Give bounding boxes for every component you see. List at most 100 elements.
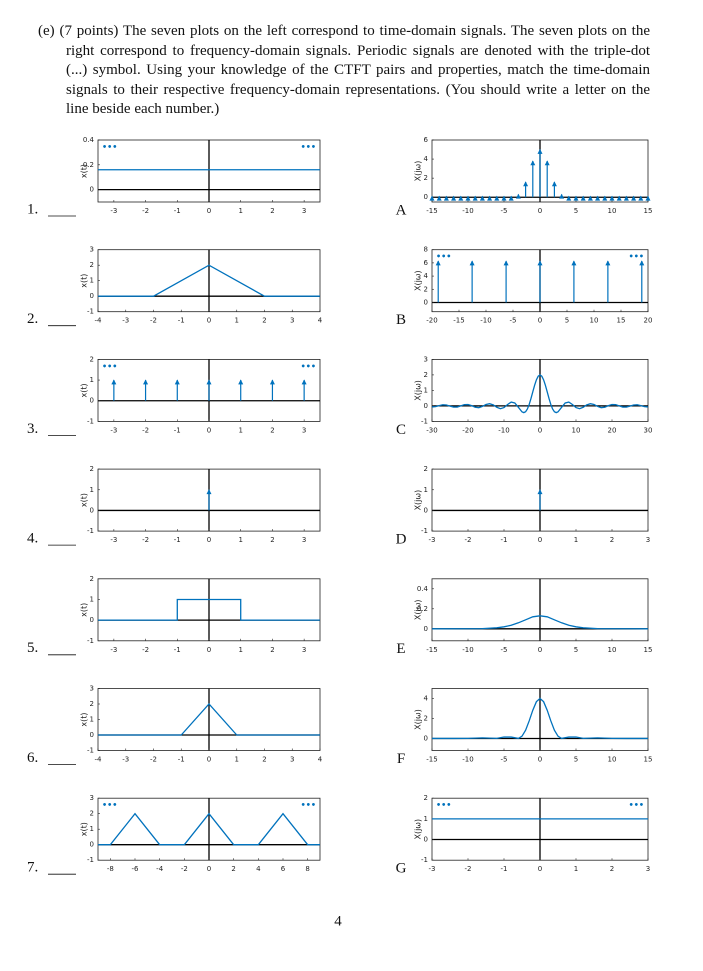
y-tick-label: 0.2 <box>417 605 428 613</box>
x-tick-label: -1 <box>174 646 181 654</box>
y-tick-label: 1 <box>90 376 94 384</box>
y-tick-label: 4 <box>424 695 429 703</box>
y-tick-label: -1 <box>87 856 94 864</box>
x-tick-label: 1 <box>238 426 242 434</box>
y-tick-label: 0 <box>424 298 428 306</box>
x-tick-label: -10 <box>462 207 473 215</box>
item-letter: D <box>396 532 407 548</box>
y-tick-label: 2 <box>90 465 94 473</box>
x-tick-label: -2 <box>465 536 472 544</box>
arrow-head <box>443 195 449 201</box>
x-tick-label: 20 <box>608 426 617 434</box>
y-tick-label: 1 <box>90 595 94 603</box>
y-axis-label: x(t) <box>80 383 89 397</box>
x-tick-label: -4 <box>95 756 103 764</box>
x-tick-label: 0 <box>207 865 211 873</box>
arrow-head <box>609 195 615 201</box>
y-tick-label: 0 <box>90 506 94 514</box>
x-tick-label: 2 <box>270 207 274 215</box>
x-tick-label: -3 <box>110 646 117 654</box>
x-tick-label: -5 <box>501 207 508 215</box>
periodic-dots: ••• <box>301 362 316 371</box>
x-tick-label: -8 <box>107 865 114 873</box>
y-tick-label: 1 <box>424 486 428 494</box>
y-axis-label: x(t) <box>80 274 89 288</box>
x-tick-label: 4 <box>318 317 323 325</box>
x-tick-label: 5 <box>574 207 578 215</box>
y-tick-label: 3 <box>90 794 94 802</box>
y-tick-label: 2 <box>424 715 428 723</box>
x-tick-label: 5 <box>574 646 578 654</box>
x-tick-label: -20 <box>426 317 437 325</box>
y-tick-label: 0 <box>90 616 94 624</box>
arrow-head <box>238 379 244 385</box>
x-tick-label: -3 <box>122 317 129 325</box>
y-tick-label: 3 <box>90 685 94 693</box>
y-tick-label: 0 <box>424 193 428 201</box>
x-tick-label: 4 <box>318 756 323 764</box>
question-text: (7 points) The seven plots on the left c… <box>59 23 650 118</box>
y-tick-label: 2 <box>90 700 94 708</box>
arrow-head <box>487 195 493 201</box>
y-tick-label: -1 <box>87 637 94 645</box>
y-tick-label: 0.4 <box>417 585 429 593</box>
plot: -3 -2 -1 0 1 2 3 -1 0 1 2 x(t) 5. <box>27 575 321 656</box>
x-tick-label: -2 <box>150 756 157 764</box>
x-tick-label: -6 <box>132 865 140 873</box>
x-tick-label: -15 <box>453 317 464 325</box>
y-tick-label: 0 <box>90 731 94 739</box>
x-tick-label: -2 <box>142 646 149 654</box>
y-tick-label: 0 <box>424 402 428 410</box>
x-tick-label: -3 <box>122 756 129 764</box>
x-tick-label: 3 <box>290 317 294 325</box>
x-tick-label: 2 <box>270 426 274 434</box>
item-letter: B <box>396 312 406 328</box>
periodic-dots: ••• <box>102 362 117 371</box>
signal-line <box>431 374 649 414</box>
y-tick-label: 3 <box>90 246 94 254</box>
x-tick-label: 0 <box>207 426 211 434</box>
signal-line <box>432 697 648 740</box>
item-number: 6. <box>27 750 38 766</box>
signal-line <box>98 264 320 297</box>
y-axis-label: X(jω) <box>414 161 423 182</box>
x-tick-label: -1 <box>178 756 185 764</box>
arrow-head <box>479 195 485 201</box>
item-number: 3. <box>27 421 38 437</box>
plot: -3 -2 -1 0 1 2 3 0 0.2 0.4 x(t) ••• ••• 1. <box>27 136 321 217</box>
x-tick-label: 4 <box>256 865 261 873</box>
y-tick-label: 1 <box>90 716 94 724</box>
x-tick-label: 30 <box>644 426 653 434</box>
arrow-head <box>530 160 536 166</box>
x-tick-label: 10 <box>572 426 581 434</box>
arrow-head <box>580 195 586 201</box>
plot: -20 -15 -10 -5 0 5 10 15 20 0 2 4 6 8 X(jω) ••• ••• B <box>396 246 652 328</box>
plot: -15 -10 -5 0 5 10 15 0 0.2 0.4 X(jω) E <box>396 578 652 657</box>
arrow-head <box>501 195 507 201</box>
x-tick-label: -30 <box>426 426 437 434</box>
y-tick-label: 1 <box>424 815 428 823</box>
y-axis-label: X(jω) <box>414 709 423 730</box>
x-tick-label: 2 <box>610 536 614 544</box>
arrow-head <box>143 379 149 385</box>
item-number: 4. <box>27 531 38 547</box>
arrow-head <box>537 148 543 154</box>
x-tick-label: 1 <box>238 536 242 544</box>
item-number: 5. <box>27 640 38 656</box>
x-tick-label: 10 <box>608 207 617 215</box>
y-axis-label: X(jω) <box>414 490 423 511</box>
question-label: (e) <box>38 23 55 39</box>
x-tick-label: -10 <box>462 756 473 764</box>
x-tick-label: 2 <box>270 646 274 654</box>
x-tick-label: 2 <box>262 756 266 764</box>
y-tick-label: -1 <box>87 417 94 425</box>
arrow-head <box>639 260 645 266</box>
item-letter: C <box>396 422 406 438</box>
y-tick-label: 2 <box>424 465 428 473</box>
y-tick-label: 2 <box>90 810 94 818</box>
arrow-head <box>623 195 629 201</box>
x-tick-label: 1 <box>574 536 578 544</box>
x-tick-label: 0 <box>207 207 211 215</box>
arrow-head <box>523 181 529 187</box>
y-tick-label: 1 <box>90 486 94 494</box>
